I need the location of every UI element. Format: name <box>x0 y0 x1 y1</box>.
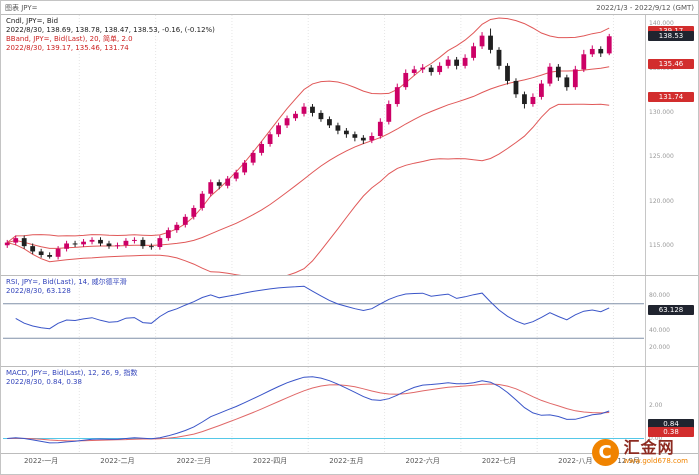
x-axis-label: 2022-六月 <box>405 457 440 465</box>
price-tag: 131.74 <box>648 91 694 102</box>
price-axis-tick: 125.000 <box>649 153 674 161</box>
macd-axis-tick: 0.00 <box>649 435 663 443</box>
price-axis-tick: 115.000 <box>649 242 674 250</box>
x-axis-label: 2022-七月 <box>481 457 517 465</box>
site-url: www.gold678.com <box>623 457 688 465</box>
rsi-value-tag: 63.128 <box>648 304 694 315</box>
rsi-axis-tick: 40.000 <box>649 326 670 334</box>
time-axis[interactable]: 2022-一月 2022-二月 2022-三月 2022-四月 2022-五月 2022-… <box>1 453 698 469</box>
rsi-panel: RSI, JPY=, Bid(Last), 14, 威尔德平滑 2022/8/3… <box>1 275 698 366</box>
candlestick-chart-canvas[interactable] <box>1 15 646 275</box>
site-name: 汇金网 <box>623 438 675 457</box>
price-axis-tick: 130.000 <box>649 109 674 117</box>
macd-signal-line <box>7 383 610 442</box>
site-logo-icon: C <box>591 439 619 466</box>
x-axis-label: 2022-一月 <box>23 457 59 465</box>
price-tag: 139.17 <box>648 25 694 36</box>
logo-glyph: C <box>598 442 612 463</box>
rsi-line <box>15 285 610 330</box>
price-axis-tick: 140.000 <box>649 20 674 28</box>
rsi-axis-tick: 20.000 <box>649 343 670 351</box>
macd-value-tag: 0.38 <box>648 427 694 438</box>
x-axis-label: 2022-三月 <box>176 457 211 465</box>
x-axis-label: 2022-四月 <box>252 457 288 465</box>
rsi-axis-tick: 80.000 <box>649 292 670 300</box>
main-price-axis[interactable]: 140.000135.000130.000125.000120.000115.0… <box>645 15 698 275</box>
main-chart-panel: Cndl, JPY=, Bid 2022/8/30, 138.69, 138.7… <box>1 14 698 275</box>
date-range-label: 2022/1/3 - 2022/9/12 (GMT) <box>596 3 694 12</box>
rsi-chart-canvas[interactable] <box>1 276 646 366</box>
price-tag: 135.46 <box>648 58 694 69</box>
bollinger-bands <box>6 17 610 275</box>
x-axis-label: 2022-五月 <box>329 457 364 465</box>
macd-axis-tick: 2.00 <box>649 401 663 409</box>
macd-panel: MACD, JPY=, Bid(Last), 12, 26, 9, 指数 202… <box>1 366 698 453</box>
price-tag: 138.53 <box>648 31 694 42</box>
x-axis-label: 12 9月 <box>617 457 640 465</box>
candlestick-series <box>4 28 612 260</box>
titlebar: 图表 JPY= 2022/1/3 - 2022/9/12 (GMT) <box>1 1 698 14</box>
macd-line <box>7 376 610 444</box>
macd-value-tag: 0.84 <box>648 419 694 430</box>
x-axis-label: 2022-八月 <box>558 457 593 465</box>
price-axis-tick: 120.000 <box>649 197 674 205</box>
x-axis-label: 2022-二月 <box>100 457 135 465</box>
macd-chart-canvas[interactable] <box>1 367 646 453</box>
macd-axis[interactable]: 2.00 0.00 0.84 0.38 <box>645 367 698 453</box>
instrument-label: 图表 JPY= <box>5 3 38 12</box>
site-watermark: C 汇金网 www.gold678.com <box>591 438 688 466</box>
